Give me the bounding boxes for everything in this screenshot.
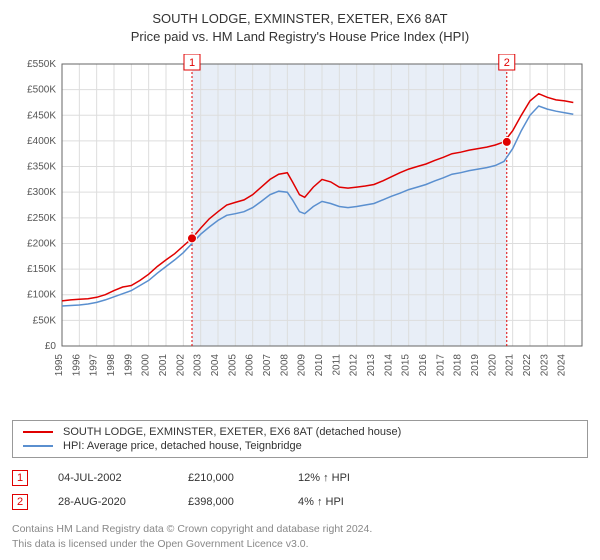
svg-text:2001: 2001: [158, 354, 169, 377]
svg-text:2002: 2002: [175, 354, 186, 377]
legend: SOUTH LODGE, EXMINSTER, EXETER, EX6 8AT …: [12, 420, 588, 458]
svg-text:2007: 2007: [262, 354, 273, 377]
marker-delta: 4% ↑ HPI: [298, 496, 344, 508]
svg-text:2004: 2004: [210, 354, 221, 377]
marker-date: 04-JUL-2002: [58, 472, 158, 484]
svg-text:£550K: £550K: [27, 59, 56, 70]
svg-text:2012: 2012: [349, 354, 360, 377]
chart-plot: £0 £50K £100K £150K £200K £250K £300K £350K £400…: [12, 54, 588, 414]
chart-title-address: SOUTH LODGE, EXMINSTER, EXETER, EX6 8AT: [12, 10, 588, 28]
chart-title-subtitle: Price paid vs. HM Land Registry's House …: [12, 28, 588, 46]
svg-text:2013: 2013: [366, 354, 377, 377]
legend-label: SOUTH LODGE, EXMINSTER, EXETER, EX6 8AT …: [63, 426, 401, 438]
svg-text:£150K: £150K: [27, 264, 56, 275]
svg-text:2019: 2019: [470, 354, 481, 377]
legend-swatch: [23, 445, 53, 447]
svg-text:2005: 2005: [227, 354, 238, 377]
svg-text:2009: 2009: [297, 354, 308, 377]
svg-text:2021: 2021: [505, 354, 516, 377]
marker-row: 2 28-AUG-2020 £398,000 4% ↑ HPI: [12, 490, 588, 514]
svg-text:1998: 1998: [106, 354, 117, 377]
svg-text:1999: 1999: [123, 354, 134, 377]
legend-item: HPI: Average price, detached house, Teig…: [23, 439, 577, 453]
marker-badge: 2: [12, 494, 28, 510]
footer: Contains HM Land Registry data © Crown c…: [12, 522, 588, 551]
svg-text:2000: 2000: [141, 354, 152, 377]
svg-text:2024: 2024: [557, 354, 568, 377]
marker-delta: 12% ↑ HPI: [298, 472, 350, 484]
svg-text:2: 2: [504, 57, 510, 69]
svg-text:1997: 1997: [89, 354, 100, 377]
svg-text:2006: 2006: [245, 354, 256, 377]
svg-text:2017: 2017: [435, 354, 446, 377]
svg-text:1995: 1995: [54, 354, 65, 377]
footer-line: Contains HM Land Registry data © Crown c…: [12, 522, 588, 537]
chart-container: SOUTH LODGE, EXMINSTER, EXETER, EX6 8AT …: [0, 0, 600, 560]
svg-text:£100K: £100K: [27, 290, 56, 301]
svg-text:1996: 1996: [71, 354, 82, 377]
footer-line: This data is licensed under the Open Gov…: [12, 537, 588, 552]
svg-text:2023: 2023: [539, 354, 550, 377]
svg-text:£200K: £200K: [27, 239, 56, 250]
svg-text:2022: 2022: [522, 354, 533, 377]
svg-text:£300K: £300K: [27, 188, 56, 199]
svg-text:£500K: £500K: [27, 85, 56, 96]
legend-label: HPI: Average price, detached house, Teig…: [63, 440, 302, 452]
sale-markers: 1 04-JUL-2002 £210,000 12% ↑ HPI 2 28-AU…: [12, 466, 588, 514]
svg-text:2014: 2014: [383, 354, 394, 377]
svg-text:£250K: £250K: [27, 213, 56, 224]
svg-text:2018: 2018: [453, 354, 464, 377]
svg-text:2020: 2020: [487, 354, 498, 377]
svg-text:£0: £0: [45, 341, 57, 352]
line-chart-svg: £0 £50K £100K £150K £200K £250K £300K £350K £400…: [12, 54, 588, 414]
svg-text:£50K: £50K: [33, 316, 57, 327]
svg-text:2011: 2011: [331, 354, 342, 376]
svg-text:£400K: £400K: [27, 136, 56, 147]
svg-text:2016: 2016: [418, 354, 429, 377]
marker-row: 1 04-JUL-2002 £210,000 12% ↑ HPI: [12, 466, 588, 490]
svg-text:2010: 2010: [314, 354, 325, 377]
svg-text:2008: 2008: [279, 354, 290, 377]
svg-text:2015: 2015: [401, 354, 412, 377]
svg-text:£350K: £350K: [27, 162, 56, 173]
svg-text:2003: 2003: [193, 354, 204, 377]
svg-text:1: 1: [189, 57, 195, 69]
marker-price: £210,000: [188, 472, 268, 484]
marker-badge: 1: [12, 470, 28, 486]
marker-price: £398,000: [188, 496, 268, 508]
marker-date: 28-AUG-2020: [58, 496, 158, 508]
svg-text:£450K: £450K: [27, 111, 56, 122]
legend-swatch: [23, 431, 53, 433]
legend-item: SOUTH LODGE, EXMINSTER, EXETER, EX6 8AT …: [23, 425, 577, 439]
